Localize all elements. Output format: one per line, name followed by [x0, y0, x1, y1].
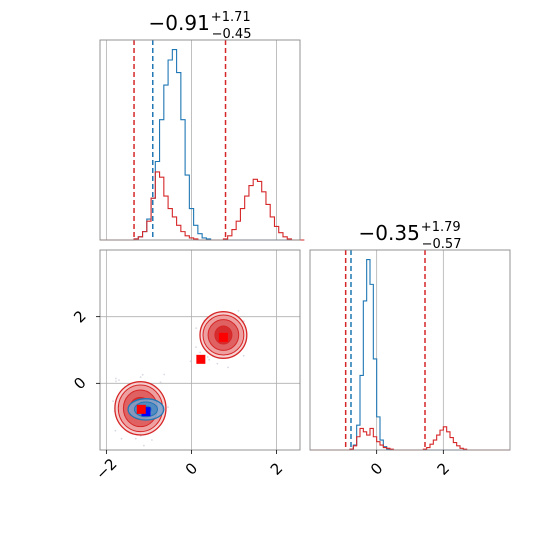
sample-point [189, 360, 192, 363]
sample-point [195, 346, 197, 348]
truth-marker [141, 407, 151, 417]
sample-point [206, 356, 209, 358]
sample-point [115, 380, 117, 383]
sample-point [227, 366, 230, 369]
sample-point [163, 373, 166, 376]
sample-point [120, 437, 123, 440]
title-value: −0.91 [149, 11, 210, 35]
histogram-series [310, 426, 510, 451]
sample-point [114, 429, 117, 432]
x-tick-label: 2 [434, 459, 453, 478]
histogram-series [100, 171, 305, 241]
sample-point [118, 379, 120, 381]
x-tick-label: 0 [367, 459, 386, 478]
sample-point [134, 437, 137, 440]
sample-point [237, 310, 240, 312]
x-tick-label: −2 [92, 455, 120, 483]
sample-point [167, 406, 169, 408]
title-upper-error: +1.71 [211, 10, 251, 25]
sample-point [143, 444, 145, 447]
title-lower-error: −0.45 [212, 27, 252, 42]
y-tick-label: 0 [70, 374, 89, 393]
title-lower-error: −0.57 [422, 237, 462, 252]
histogram-series [100, 48, 305, 241]
sample-point [115, 377, 117, 380]
histogram-series [310, 258, 510, 451]
sample-point [195, 327, 198, 329]
x-tick-label: 0 [182, 459, 201, 478]
title-value: −0.35 [359, 221, 420, 245]
y-tick-label: 2 [70, 307, 89, 326]
truth-marker [136, 404, 146, 414]
truth-marker [218, 332, 228, 342]
x-tick-label: 2 [267, 459, 286, 478]
axes-frame [99, 249, 301, 451]
sample-point [242, 354, 245, 357]
panel-title: −0.91+1.71 −0.45 [149, 10, 252, 42]
axes-frame [99, 39, 301, 241]
sample-point [199, 351, 202, 354]
sample-point [216, 362, 219, 365]
panel-title: −0.35+1.79 −0.57 [359, 220, 462, 252]
truth-marker [196, 354, 206, 364]
sample-point [141, 373, 144, 376]
sample-point [112, 400, 114, 403]
sample-point [159, 381, 162, 384]
sample-point [151, 439, 153, 441]
axes-frame [309, 249, 511, 451]
title-upper-error: +1.79 [421, 220, 461, 235]
sample-point [208, 358, 211, 361]
sample-point [139, 376, 142, 378]
